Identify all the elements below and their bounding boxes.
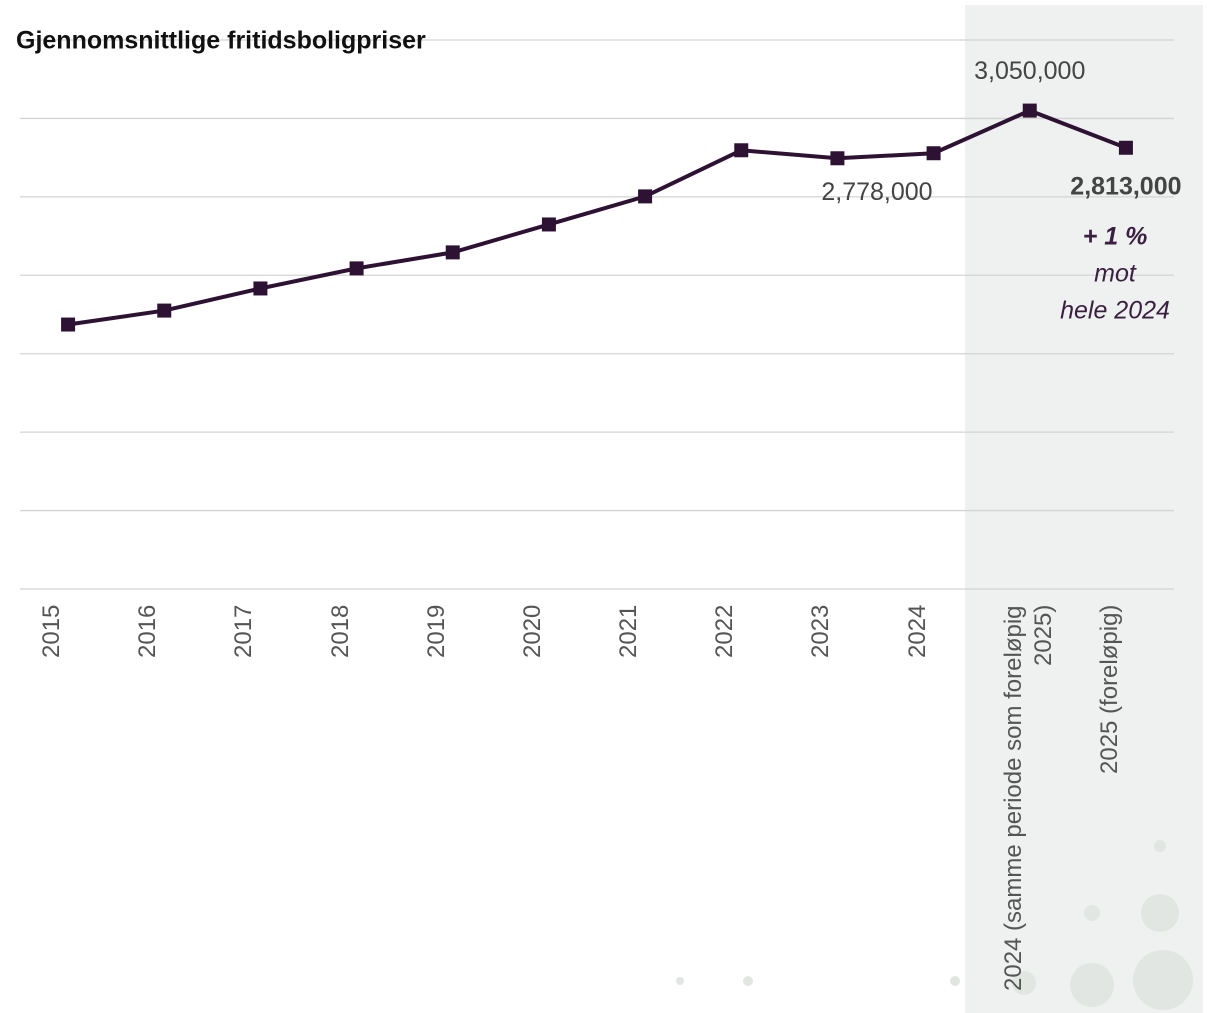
annotation: hele 2024: [1060, 297, 1170, 325]
line: [67, 108, 1127, 327]
x-tick-label: 2024 (samme periode som foreløpig 2025): [999, 605, 1057, 991]
x-tick-label: 2018: [326, 605, 354, 659]
x-tick-label: 2016: [134, 605, 162, 659]
marker: [734, 143, 749, 158]
marker: [926, 146, 941, 161]
x-tick-label: 2017: [230, 605, 258, 659]
x-tick-label: 2022: [711, 605, 739, 659]
x-tick-label: 2015: [38, 605, 66, 659]
marker: [445, 245, 460, 260]
data-label: 2,778,000: [821, 178, 932, 206]
data-label: 2,813,000: [1070, 172, 1181, 200]
marker: [253, 281, 268, 296]
x-tick-label: 2020: [518, 605, 546, 659]
marker: [638, 189, 653, 204]
annotation: + 1 %: [1083, 223, 1148, 251]
marker: [157, 303, 172, 318]
marker: [61, 317, 76, 332]
marker: [1022, 103, 1037, 118]
marker: [1118, 140, 1133, 155]
decoration: [676, 840, 1193, 1010]
x-tick-label: 2023: [807, 605, 835, 659]
x-tick-label: 2019: [422, 605, 450, 659]
x-tick-label: 2021: [615, 605, 643, 659]
x-tick-label: 2024: [903, 605, 931, 659]
marker: [541, 217, 556, 232]
annotation: mot: [1094, 260, 1137, 288]
data-label: 3,050,000: [974, 57, 1085, 85]
x-tick-label: 2025 (foreløpig): [1095, 605, 1123, 775]
marker: [349, 261, 364, 276]
marker: [830, 151, 845, 166]
chart-title: Gjennomsnittlige fritidsboligpriser: [16, 27, 426, 55]
